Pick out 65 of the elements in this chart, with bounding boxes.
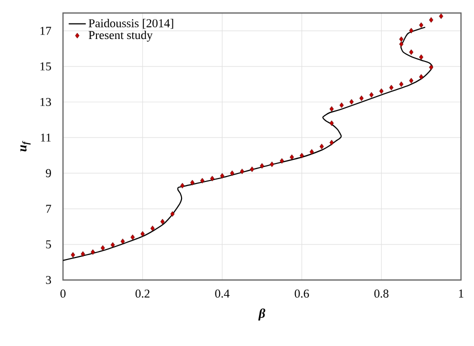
point (290, 154, 294, 160)
y-tick-label: 5 (46, 240, 52, 248)
point (190, 180, 194, 186)
point (330, 140, 334, 146)
point (419, 74, 424, 80)
point (260, 163, 264, 169)
point (250, 166, 254, 172)
point (399, 41, 404, 47)
legend-label: Paidoussis [2014] (88, 18, 174, 29)
point (200, 178, 204, 184)
point (419, 22, 424, 28)
point (359, 96, 364, 102)
point (419, 54, 424, 60)
y-tick-label: 9 (46, 169, 51, 178)
point (270, 162, 274, 168)
x-tick-label: 0 (60, 290, 66, 298)
point (150, 226, 155, 232)
legend-label: Present study (88, 30, 153, 42)
point (340, 102, 344, 108)
x-tick-label: 0.4 (215, 290, 230, 298)
point (399, 36, 404, 42)
x-tick-label: 0.6 (294, 290, 309, 298)
point (120, 238, 125, 244)
y-tick-label: 11 (40, 134, 51, 142)
point (110, 242, 115, 248)
point (180, 182, 184, 188)
point (330, 106, 334, 112)
point (310, 149, 314, 155)
point (429, 64, 434, 70)
point (90, 249, 95, 255)
point (409, 28, 414, 34)
point (240, 168, 244, 174)
point (280, 158, 284, 164)
y-tick-label: 13 (40, 98, 52, 106)
x-tick-label: 1 (459, 290, 464, 298)
point (409, 49, 414, 55)
point (349, 99, 354, 105)
point (320, 144, 324, 150)
point (379, 88, 384, 94)
y-tick-label: 3 (46, 276, 52, 284)
x-tick-label: 0.2 (136, 290, 150, 298)
point (210, 176, 214, 182)
point (409, 78, 414, 84)
point (330, 120, 334, 126)
point (230, 170, 234, 176)
y-tick-label: 7 (46, 204, 52, 213)
point (300, 152, 304, 158)
x-tick-label: 0.8 (374, 290, 388, 298)
point (220, 173, 224, 179)
point (70, 252, 76, 258)
point (389, 84, 394, 90)
y-tick-label: 15 (40, 62, 52, 70)
point (369, 92, 374, 98)
point (439, 13, 444, 19)
y-axis-title: u$_{f}$ (20, 140, 31, 152)
point (429, 17, 434, 23)
y-tick-label: 17 (40, 26, 52, 35)
point (80, 251, 85, 257)
point (170, 211, 175, 217)
point (160, 218, 165, 224)
point (100, 245, 105, 251)
point (399, 81, 404, 87)
point (140, 231, 145, 237)
point (130, 234, 135, 240)
x-axis-title: β (258, 308, 266, 320)
